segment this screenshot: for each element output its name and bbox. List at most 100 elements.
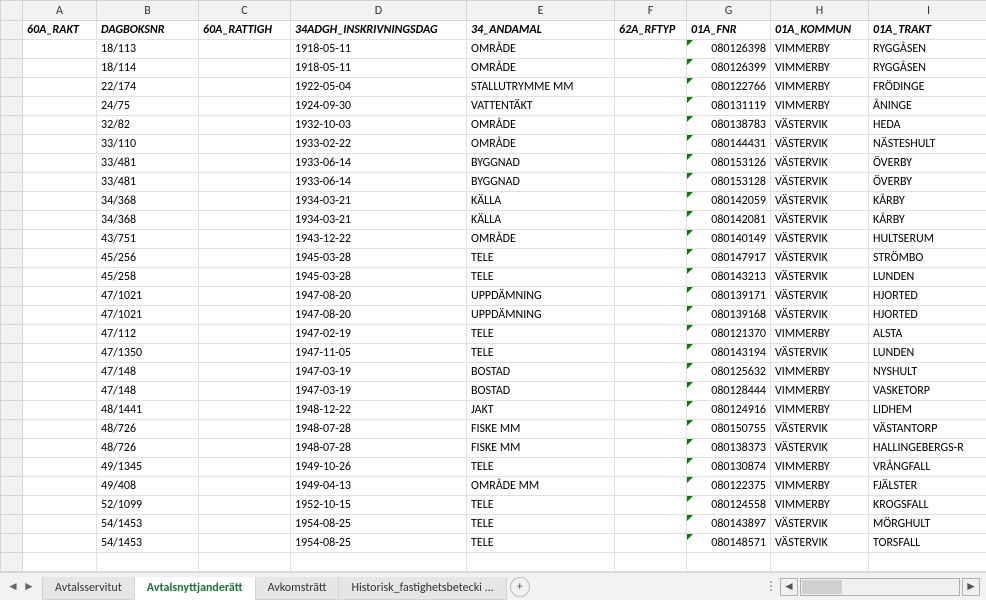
row-header[interactable]	[1, 135, 23, 154]
cell[interactable]: TELE	[467, 325, 615, 344]
row-header[interactable]	[1, 211, 23, 230]
tab-nav-next[interactable]: ►	[22, 580, 36, 594]
cell[interactable]	[199, 268, 291, 287]
field-header-cell[interactable]: 34ADGH_INSKRIVNINGSDAG	[291, 21, 467, 40]
cell[interactable]	[23, 268, 97, 287]
cell[interactable]: VÄSTERVIK	[771, 306, 869, 325]
cell[interactable]	[615, 249, 687, 268]
cell[interactable]	[199, 135, 291, 154]
cell[interactable]: UPPDÄMNING	[467, 287, 615, 306]
row-header[interactable]	[1, 401, 23, 420]
cell[interactable]: 080143897	[687, 515, 771, 534]
cell[interactable]	[23, 363, 97, 382]
cell[interactable]: 080142059	[687, 192, 771, 211]
cell[interactable]: TELE	[467, 268, 615, 287]
cell[interactable]	[615, 40, 687, 59]
cell[interactable]: 34/368	[97, 211, 199, 230]
field-header-cell[interactable]: 01A_FNR	[687, 21, 771, 40]
cell[interactable]: VATTENTÄKT	[467, 97, 615, 116]
cell[interactable]: 1947-08-20	[291, 287, 467, 306]
cell[interactable]: NYSHULT	[869, 363, 986, 382]
row-header[interactable]	[1, 230, 23, 249]
sheet-tab[interactable]: Avtalsservitut	[42, 577, 135, 600]
cell[interactable]: 1943-12-22	[291, 230, 467, 249]
row-header[interactable]	[1, 116, 23, 135]
cell[interactable]: VÄSTERVIK	[771, 154, 869, 173]
cell[interactable]: BOSTAD	[467, 363, 615, 382]
select-all-corner[interactable]	[1, 1, 23, 21]
cell[interactable]: 1924-09-30	[291, 97, 467, 116]
cell[interactable]: JAKT	[467, 401, 615, 420]
cell[interactable]: LUNDEN	[869, 268, 986, 287]
cell[interactable]: 1948-07-28	[291, 420, 467, 439]
row-header[interactable]	[1, 306, 23, 325]
column-header-B[interactable]: B	[97, 1, 199, 21]
cell[interactable]: VIMMERBY	[771, 59, 869, 78]
cell[interactable]	[199, 192, 291, 211]
cell[interactable]: MÖRGHULT	[869, 515, 986, 534]
cell[interactable]: VASKETORP	[869, 382, 986, 401]
hscroll-track[interactable]	[800, 578, 960, 596]
cell[interactable]	[615, 363, 687, 382]
cell[interactable]	[615, 287, 687, 306]
cell[interactable]	[23, 211, 97, 230]
cell[interactable]	[23, 306, 97, 325]
field-header-cell[interactable]: DAGBOKSNR	[97, 21, 199, 40]
cell[interactable]: RYGGÅSEN	[869, 59, 986, 78]
cell[interactable]	[615, 268, 687, 287]
cell[interactable]: 1949-10-26	[291, 458, 467, 477]
cell[interactable]: 080139171	[687, 287, 771, 306]
cell[interactable]: 080130874	[687, 458, 771, 477]
cell[interactable]: 32/82	[97, 116, 199, 135]
field-header-cell[interactable]: 60A_RATTIGH	[199, 21, 291, 40]
column-header-H[interactable]: H	[771, 1, 869, 21]
cell[interactable]: 33/481	[97, 173, 199, 192]
column-header-A[interactable]: A	[23, 1, 97, 21]
cell[interactable]	[615, 325, 687, 344]
cell[interactable]: VÄSTERVIK	[771, 192, 869, 211]
cell[interactable]: 080140149	[687, 230, 771, 249]
cell[interactable]	[23, 59, 97, 78]
cell[interactable]: ÅNINGE	[869, 97, 986, 116]
cell[interactable]: 080143194	[687, 344, 771, 363]
cell[interactable]	[199, 458, 291, 477]
row-header[interactable]	[1, 154, 23, 173]
cell[interactable]	[97, 553, 199, 572]
cell[interactable]	[199, 439, 291, 458]
cell[interactable]: RYGGÅSEN	[869, 40, 986, 59]
cell[interactable]: KÄLLA	[467, 192, 615, 211]
cell[interactable]: TELE	[467, 249, 615, 268]
cell[interactable]: VÄSTANTORP	[869, 420, 986, 439]
cell[interactable]	[615, 553, 687, 572]
field-header-cell[interactable]: 01A_TRAKT	[869, 21, 986, 40]
row-header[interactable]	[1, 439, 23, 458]
cell[interactable]: STALLUTRYMME MM	[467, 78, 615, 97]
cell[interactable]: 1918-05-11	[291, 40, 467, 59]
cell[interactable]: 080131119	[687, 97, 771, 116]
row-header[interactable]	[1, 21, 23, 40]
cell[interactable]: VÄSTERVIK	[771, 534, 869, 553]
cell[interactable]: VÄSTERVIK	[771, 173, 869, 192]
cell[interactable]: 1918-05-11	[291, 59, 467, 78]
cell[interactable]	[291, 553, 467, 572]
cell[interactable]: KÄLLA	[467, 211, 615, 230]
cell[interactable]: FISKE MM	[467, 439, 615, 458]
cell[interactable]	[23, 192, 97, 211]
cell[interactable]	[615, 496, 687, 515]
cell[interactable]	[199, 249, 291, 268]
cell[interactable]: 54/1453	[97, 534, 199, 553]
cell[interactable]: 080125632	[687, 363, 771, 382]
row-header[interactable]	[1, 268, 23, 287]
cell[interactable]	[199, 515, 291, 534]
cell[interactable]: 47/148	[97, 363, 199, 382]
cell[interactable]: FJÄLSTER	[869, 477, 986, 496]
cell[interactable]: LIDHEM	[869, 401, 986, 420]
cell[interactable]	[23, 40, 97, 59]
cell[interactable]	[199, 325, 291, 344]
cell[interactable]: VIMMERBY	[771, 363, 869, 382]
column-header-F[interactable]: F	[615, 1, 687, 21]
cell[interactable]: VIMMERBY	[771, 477, 869, 496]
cell[interactable]	[23, 249, 97, 268]
cell[interactable]: 52/1099	[97, 496, 199, 515]
row-header[interactable]	[1, 458, 23, 477]
